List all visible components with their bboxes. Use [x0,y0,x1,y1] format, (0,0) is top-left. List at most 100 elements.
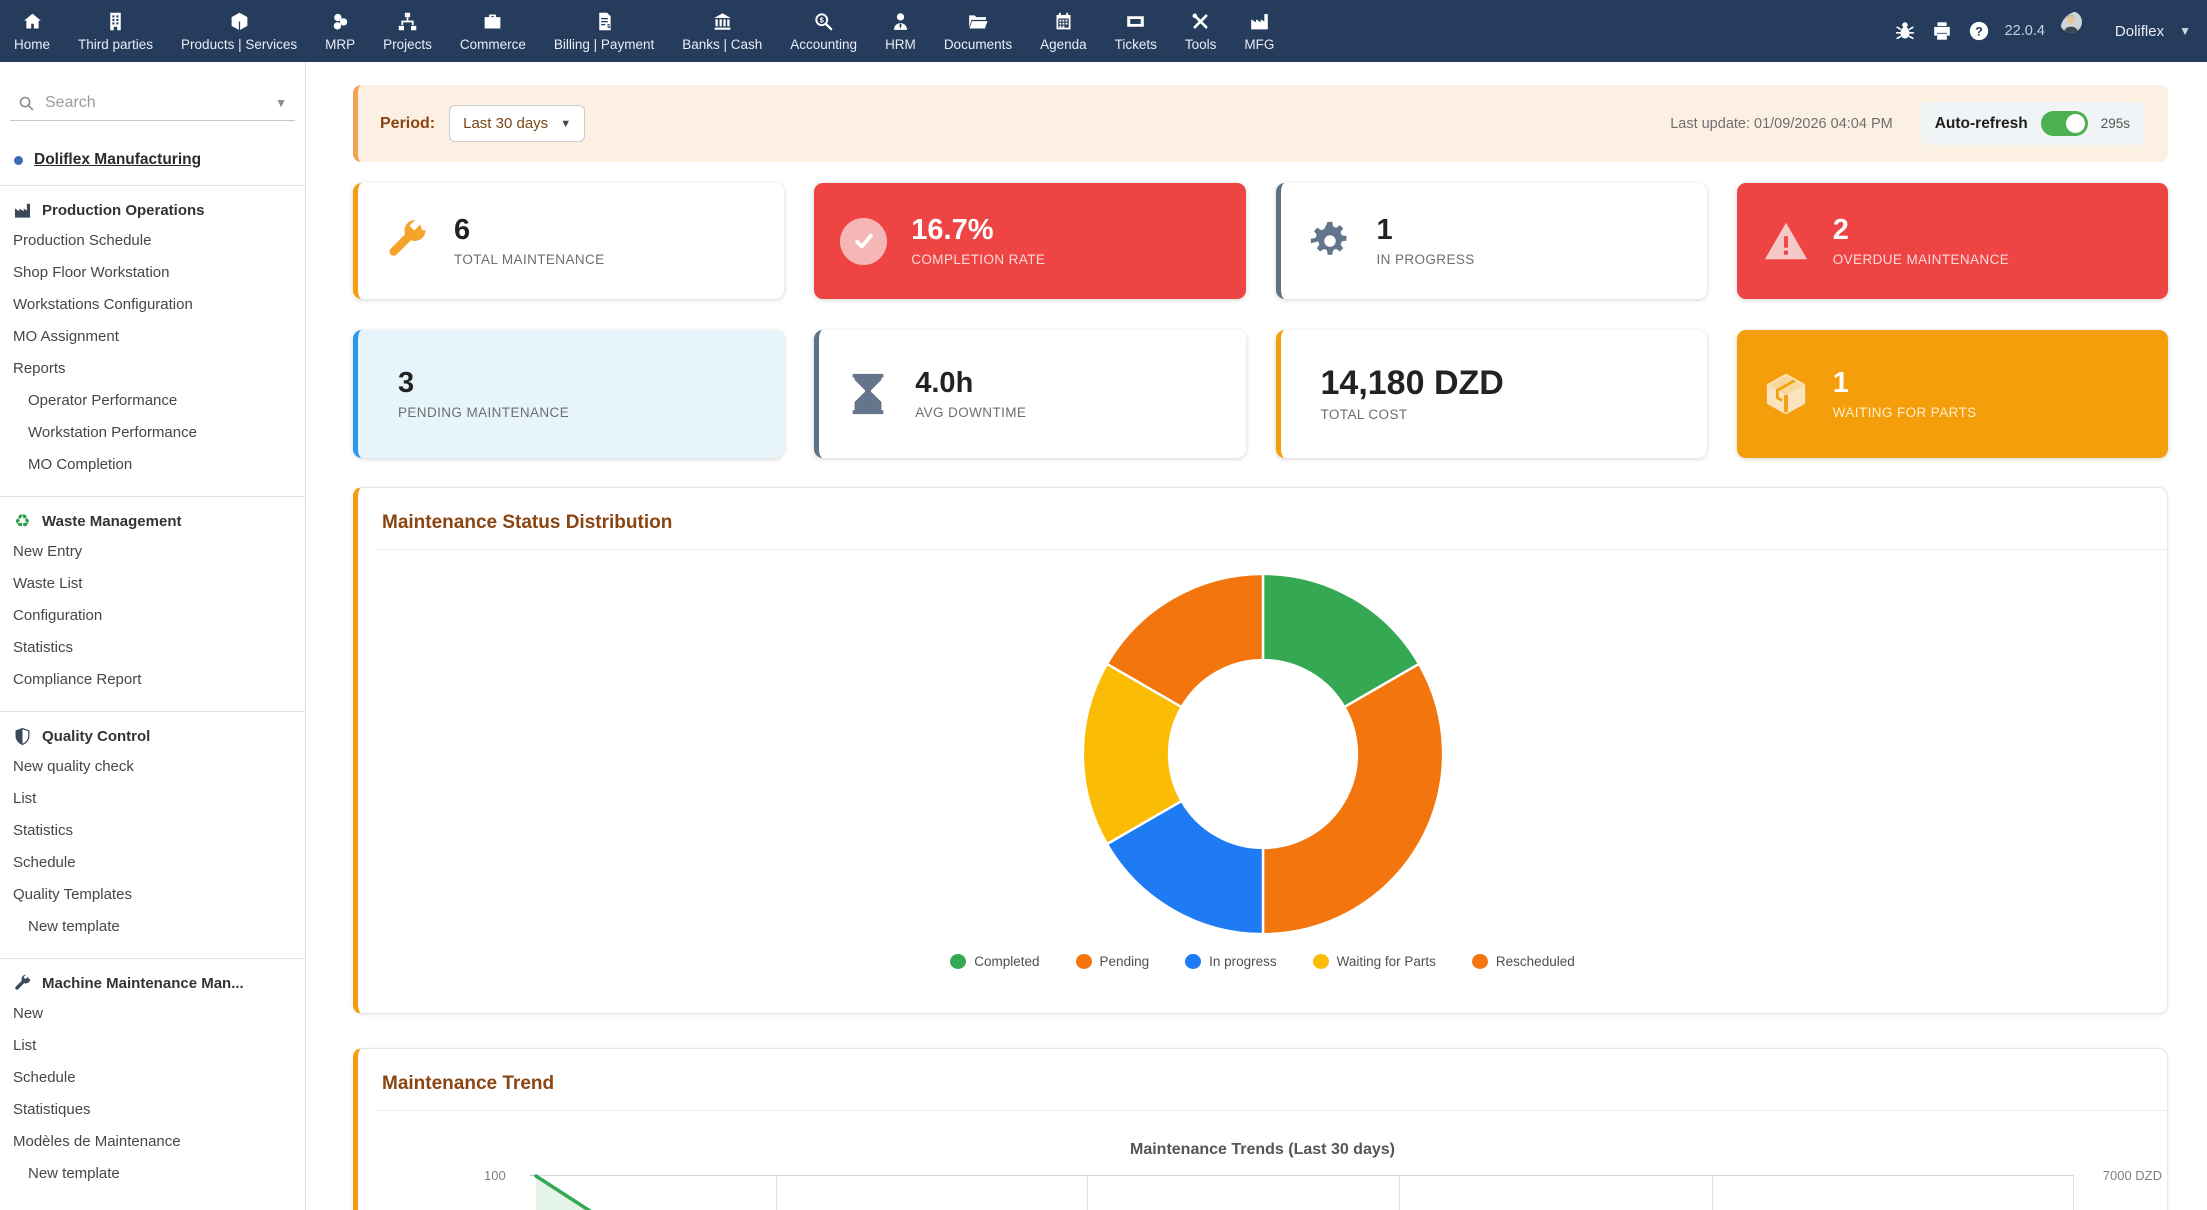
autorefresh-countdown: 295s [2100,116,2130,131]
legend-item-in-progress[interactable]: In progress [1185,954,1277,969]
section-quality-control: Quality Control [13,727,305,746]
nav-item-products-services[interactable]: Products | Services [167,0,311,62]
sidebar-item-reports[interactable]: Reports [13,359,66,377]
recycle-icon: ♻ [14,511,31,531]
search-input[interactable] [43,93,268,113]
nav-label: Tools [1184,37,1217,52]
nav-item-tickets[interactable]: Tickets [1101,0,1171,62]
y-axis-tick: 80 [489,1207,503,1210]
nav-item-billing-payment[interactable]: $ Billing | Payment [540,0,668,62]
cube-icon [229,10,250,32]
tools-icon [1190,10,1211,32]
kpi-pending-maintenance: 3 PENDING MAINTENANCE [353,330,785,458]
nav-label: Third parties [78,37,154,52]
nav-item-third-parties[interactable]: Third parties [64,0,167,62]
cubes-icon [330,10,351,32]
calendar-icon [1053,10,1074,32]
nav-label: MFG [1244,37,1275,52]
legend-item-waiting-for-parts[interactable]: Waiting for Parts [1312,954,1436,969]
help-icon[interactable]: ? [1968,20,1990,42]
sidebar-item-maintenance-list[interactable]: List [13,1036,37,1054]
divider [0,958,305,959]
sidebar-item-new-entry[interactable]: New Entry [13,542,83,560]
svg-text:$: $ [820,16,825,25]
sidebar-item-quality-new-template[interactable]: New template [28,917,120,935]
user-tie-icon [890,10,911,32]
autorefresh-label: Auto-refresh [1934,114,2028,132]
navbar-right: ? 22.0.4 Doliflex ▼ [1894,0,2207,62]
sidebar-search[interactable]: ▼ [10,86,295,121]
sidebar-item-mo-assignment[interactable]: MO Assignment [13,327,119,345]
kpi-overdue-maintenance: 2 OVERDUE MAINTENANCE [1736,183,2168,299]
kpi-value: 2 [1832,213,1849,246]
user-menu[interactable]: Doliflex [2114,22,2165,40]
factory-icon [1249,10,1270,32]
legend-item-rescheduled[interactable]: Rescheduled [1471,954,1575,969]
kpi-row-2: 3 PENDING MAINTENANCE 4.0h AVG DOWNTIME 14… [353,330,2168,458]
sidebar-item-mo-completion[interactable]: MO Completion [28,455,133,473]
sidebar-item-modeles-de-maintenance[interactable]: Modèles de Maintenance [13,1132,181,1150]
kpi-label: IN PROGRESS [1376,251,1475,267]
panel-title: Maintenance Trend [382,1073,555,1094]
nav-item-mrp[interactable]: MRP [311,0,369,62]
nav-item-hrm[interactable]: HRM [871,0,930,62]
sidebar-item-waste-list[interactable]: Waste List [13,574,83,592]
sidebar-item-quality-schedule[interactable]: Schedule [13,853,76,871]
factory-icon [13,201,32,220]
search-dropdown-caret-icon[interactable]: ▼ [275,96,287,110]
section-production-operations: Production Operations [13,201,305,220]
divider [0,185,305,186]
user-avatar[interactable] [2059,11,2100,51]
bank-icon [712,10,733,32]
divider [0,496,305,497]
kpi-waiting-for-parts: 1 WAITING FOR PARTS [1736,330,2168,458]
period-toolbar: Period: Last 30 days ▼ Last update: 01/0… [353,85,2168,162]
sidebar-item-quality-statistics[interactable]: Statistics [13,821,74,839]
nav-item-banks-cash[interactable]: Banks | Cash [668,0,776,62]
legend-item-completed[interactable]: Completed [950,954,1040,969]
nav-item-documents[interactable]: Documents [930,0,1026,62]
sidebar-item-quality-templates[interactable]: Quality Templates [13,885,132,903]
search-icon [19,96,34,110]
nav-item-commerce[interactable]: Commerce [446,0,540,62]
kpi-value: 16.7% [911,213,994,246]
nav-item-projects[interactable]: Projects [369,0,446,62]
period-select[interactable]: Last 30 days ▼ [449,105,586,142]
sidebar-item-workstations-configuration[interactable]: Workstations Configuration [13,295,193,313]
sidebar-item-maintenance-schedule[interactable]: Schedule [13,1068,76,1086]
sidebar-item-compliance-report[interactable]: Compliance Report [13,670,142,688]
nav-item-accounting[interactable]: $ Accounting [776,0,871,62]
sidebar-item-production-schedule[interactable]: Production Schedule [13,231,152,249]
sidebar-item-configuration[interactable]: Configuration [13,606,103,624]
hourglass-icon [845,371,891,417]
kpi-label: AVG DOWNTIME [915,404,1027,420]
kpi-value: 3 [398,366,415,399]
nav-item-agenda[interactable]: Agenda [1026,0,1101,62]
nav-item-home[interactable]: Home [0,0,64,62]
warning-triangle-icon [1763,218,1809,264]
sidebar-item-quality-list[interactable]: List [13,789,37,807]
sidebar-item-workstation-performance[interactable]: Workstation Performance [28,423,197,441]
sidebar-item-new-quality-check[interactable]: New quality check [13,757,134,775]
sidebar-item-maintenance-new-template[interactable]: New template [28,1164,120,1182]
bug-icon[interactable] [1894,20,1916,42]
chevron-down-icon[interactable]: ▼ [2179,24,2191,38]
printer-icon[interactable] [1931,20,1953,42]
autorefresh-toggle[interactable] [2040,111,2088,136]
kpi-label: TOTAL COST [1320,407,1408,422]
sidebar-item-waste-statistics[interactable]: Statistics [13,638,74,656]
sidebar-item-shop-floor-workstation[interactable]: Shop Floor Workstation [13,263,170,281]
nav-label: Projects [383,37,432,52]
sidebar-item-operator-performance[interactable]: Operator Performance [28,391,178,409]
nav-item-tools[interactable]: Tools [1171,0,1231,62]
legend-item-pending[interactable]: Pending [1075,954,1149,969]
company-link[interactable]: Doliflex Manufacturing [34,151,202,168]
kpi-label: TOTAL MAINTENANCE [454,251,605,267]
nav-label: Home [14,37,51,52]
sidebar-item-maintenance-new[interactable]: New [13,1004,44,1022]
nav-item-mfg[interactable]: MFG [1230,0,1288,62]
gridline [1399,1176,1401,1210]
sidebar-item-maintenance-statistiques[interactable]: Statistiques [13,1100,91,1118]
top-navbar: Home Third parties Products | Services M… [0,0,2207,62]
ticket-icon [1125,10,1146,32]
